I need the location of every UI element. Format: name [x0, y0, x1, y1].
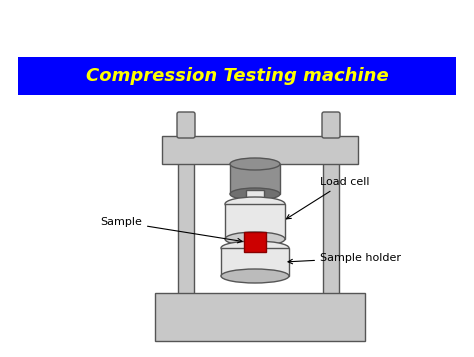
Bar	[225, 204, 285, 239]
Text: Sample holder: Sample holder	[288, 253, 401, 264]
FancyBboxPatch shape	[177, 112, 195, 138]
Bar	[230, 164, 280, 194]
Text: Load cell: Load cell	[286, 177, 370, 219]
Ellipse shape	[230, 158, 280, 170]
Bar	[155, 293, 365, 341]
Bar	[162, 136, 358, 164]
Bar	[246, 190, 264, 198]
Bar	[244, 232, 266, 252]
Ellipse shape	[221, 241, 289, 255]
Text: Compression Testing machine: Compression Testing machine	[86, 67, 388, 85]
Ellipse shape	[230, 188, 280, 200]
Text: Sample: Sample	[100, 217, 242, 243]
Ellipse shape	[221, 269, 289, 283]
Ellipse shape	[225, 197, 285, 211]
Bar	[323, 148, 339, 300]
FancyBboxPatch shape	[322, 112, 340, 138]
Bar	[18, 57, 456, 95]
Ellipse shape	[225, 232, 285, 246]
Bar	[178, 148, 194, 300]
Bar	[221, 248, 289, 276]
